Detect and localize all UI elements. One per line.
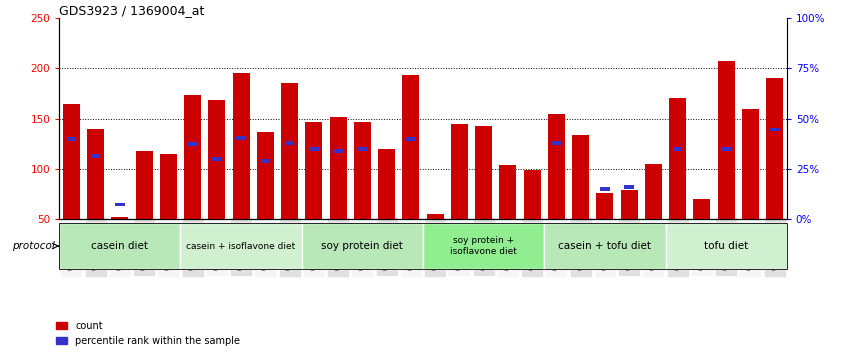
Bar: [87, 129, 104, 219]
Text: casein + tofu diet: casein + tofu diet: [558, 241, 651, 251]
Bar: [451, 124, 468, 219]
Legend: count, percentile rank within the sample: count, percentile rank within the sample: [56, 321, 240, 346]
Bar: [354, 122, 371, 219]
Bar: [309, 147, 319, 150]
Bar: [135, 151, 152, 219]
Bar: [302, 223, 423, 269]
Text: protocol: protocol: [12, 241, 54, 251]
Text: soy protein diet: soy protein diet: [321, 241, 404, 251]
Bar: [91, 154, 101, 158]
Bar: [305, 122, 322, 219]
Bar: [694, 199, 711, 219]
Bar: [770, 128, 779, 131]
Bar: [524, 170, 541, 219]
Text: GDS3923 / 1369004_at: GDS3923 / 1369004_at: [59, 4, 205, 17]
Bar: [475, 126, 492, 219]
Bar: [572, 135, 589, 219]
Bar: [548, 114, 565, 219]
Bar: [499, 165, 516, 219]
Bar: [112, 217, 129, 219]
Bar: [717, 61, 734, 219]
Bar: [115, 202, 124, 206]
Bar: [621, 190, 638, 219]
Bar: [281, 83, 298, 219]
Bar: [673, 147, 683, 150]
Bar: [285, 141, 294, 144]
Bar: [333, 149, 343, 153]
Bar: [766, 78, 783, 219]
Bar: [669, 98, 686, 219]
Bar: [358, 147, 367, 150]
Bar: [233, 73, 250, 219]
Bar: [257, 132, 274, 219]
Bar: [208, 101, 225, 219]
Bar: [330, 116, 347, 219]
Bar: [160, 154, 177, 219]
Bar: [188, 142, 197, 145]
Bar: [212, 157, 222, 161]
Bar: [600, 188, 610, 191]
Text: soy protein +
isoflavone diet: soy protein + isoflavone diet: [450, 236, 517, 256]
Bar: [645, 164, 662, 219]
Bar: [236, 136, 246, 139]
Bar: [624, 185, 634, 189]
Bar: [742, 108, 759, 219]
Bar: [184, 95, 201, 219]
Bar: [426, 215, 443, 219]
Bar: [722, 147, 731, 150]
Bar: [403, 75, 420, 219]
Bar: [552, 141, 561, 144]
Bar: [59, 223, 180, 269]
Bar: [67, 137, 76, 141]
Text: casein diet: casein diet: [91, 241, 148, 251]
Bar: [596, 193, 613, 219]
Bar: [261, 159, 270, 163]
Bar: [423, 223, 544, 269]
Bar: [180, 223, 302, 269]
Bar: [666, 223, 787, 269]
Bar: [406, 137, 415, 141]
Text: casein + isoflavone diet: casein + isoflavone diet: [186, 241, 296, 251]
Bar: [63, 104, 80, 219]
Bar: [544, 223, 666, 269]
Text: tofu diet: tofu diet: [704, 241, 748, 251]
Bar: [378, 149, 395, 219]
